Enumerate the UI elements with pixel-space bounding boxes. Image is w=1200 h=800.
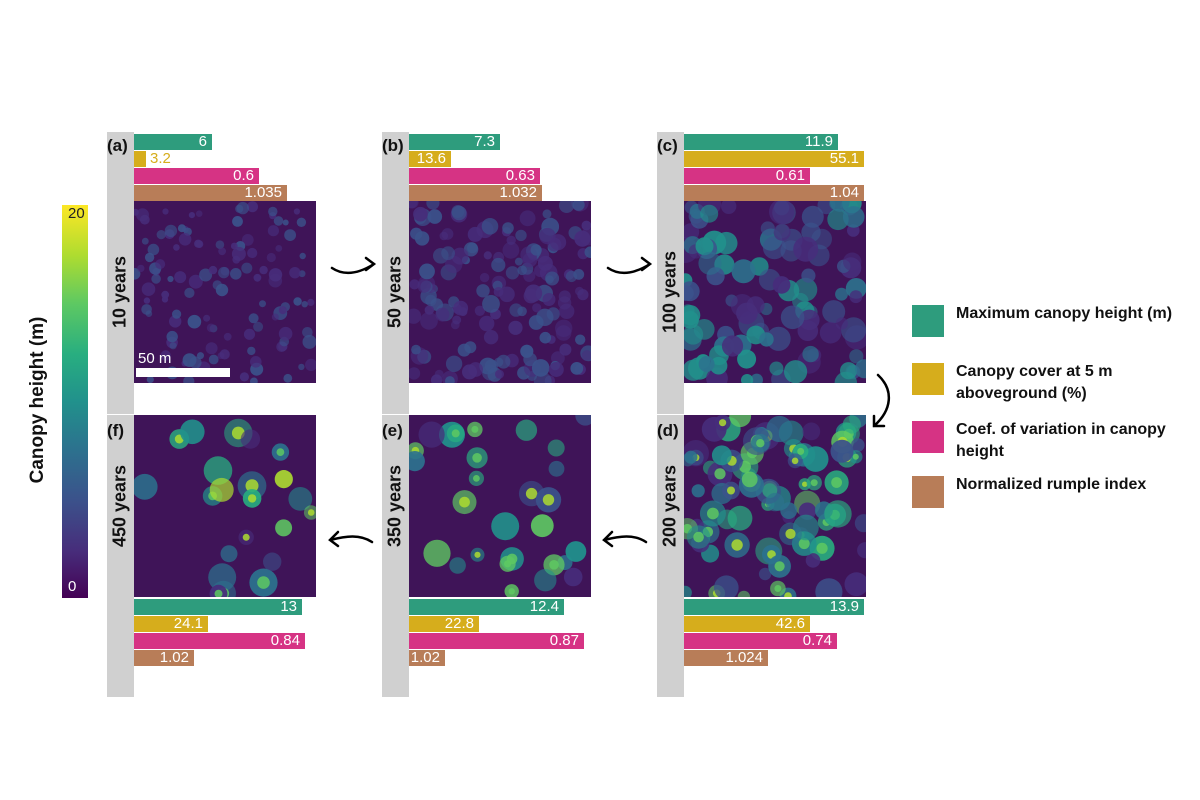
bar-max-height: 7.3 xyxy=(409,134,500,150)
bar-coef-variation: 0.74 xyxy=(684,633,837,649)
panel-d: (d) 200 years 13.9 42.6 0.74 1.024 xyxy=(657,415,869,697)
canopy-height-map xyxy=(134,415,316,597)
panel-years-label: 10 years xyxy=(109,255,130,329)
colorbar-title: Canopy height (m) xyxy=(27,316,48,484)
bar-canopy-cover: 24.1 xyxy=(134,616,208,632)
legend-swatch xyxy=(912,476,944,508)
bar-rumple-index: 1.02 xyxy=(409,650,445,666)
arrow-left-icon xyxy=(602,530,648,548)
panel-strip xyxy=(107,132,134,414)
panel-letter: (f) xyxy=(107,421,124,440)
arrow-right-icon xyxy=(330,256,377,275)
canopy-height-map xyxy=(684,201,866,383)
panel-years-label: 50 years xyxy=(384,255,405,329)
panel-letter: (a) xyxy=(107,136,128,155)
scale-bar-label: 50 m xyxy=(138,350,172,367)
canopy-height-map xyxy=(409,201,591,383)
canopy-height-map xyxy=(409,415,591,597)
legend-label: Normalized rumple index xyxy=(956,476,1147,493)
legend-swatch xyxy=(912,305,944,337)
arrow-right-icon xyxy=(606,256,653,275)
panel-years-label: 450 years xyxy=(109,464,130,548)
panel-years-label: 350 years xyxy=(384,464,405,548)
bar-rumple-index: 1.02 xyxy=(134,650,194,666)
bar-max-height: 13.9 xyxy=(684,599,864,615)
bar-canopy-cover: 42.6 xyxy=(684,616,810,632)
legend-label: Canopy cover at 5 m aboveground (%) xyxy=(956,363,1113,402)
panel-letter: (b) xyxy=(382,136,404,155)
legend-swatch xyxy=(912,421,944,453)
bar-coef-variation: 0.87 xyxy=(409,633,584,649)
panel-e: (e) 350 years 12.4 22.8 0.87 1.02 xyxy=(382,415,594,697)
scale-bar xyxy=(136,368,230,377)
colorbar-min-label: 0 xyxy=(68,578,77,595)
panel-strip xyxy=(382,132,409,414)
bar-coef-variation: 0.63 xyxy=(409,168,540,184)
arrow-left-icon xyxy=(328,530,374,548)
bar-max-height: 12.4 xyxy=(409,599,564,615)
bar-canopy-cover: 55.1 xyxy=(684,151,864,167)
legend-label: Maximum canopy height (m) xyxy=(956,305,1173,322)
legend-label: Coef. of variation in canopy height xyxy=(956,421,1166,460)
canopy-height-map xyxy=(684,415,866,597)
bar-canopy-cover: 3.2 xyxy=(134,151,194,167)
colorbar-max-label: 20 xyxy=(68,205,85,222)
bar-max-height: 11.9 xyxy=(684,134,838,150)
panel-a: (a) 10 years 6 3.2 0.6 1.035 50 m xyxy=(107,132,319,414)
panel-strip xyxy=(107,415,134,697)
bar-coef-variation: 0.6 xyxy=(134,168,259,184)
bar-rumple-index: 1.04 xyxy=(684,185,864,201)
canopy-height-colorbar xyxy=(62,205,88,598)
bar-rumple-index: 1.035 xyxy=(134,185,287,201)
panel-years-label: 100 years xyxy=(659,250,680,334)
panel-letter: (e) xyxy=(382,421,403,440)
panel-strip xyxy=(657,415,684,697)
panel-letter: (c) xyxy=(657,136,678,155)
bar-max-height: 6 xyxy=(134,134,212,150)
canopy-height-map: 50 m xyxy=(134,201,316,383)
legend-swatch xyxy=(912,363,944,395)
panel-f: (f) 450 years 13 24.1 0.84 1.02 xyxy=(107,415,319,697)
bar-canopy-cover: 22.8 xyxy=(409,616,479,632)
bar-max-height: 13 xyxy=(134,599,302,615)
panel-c: (c) 100 years 11.9 55.1 0.61 1.04 xyxy=(657,132,869,414)
panel-strip xyxy=(657,132,684,414)
panel-letter: (d) xyxy=(657,421,679,440)
panel-b: (b) 50 years 7.3 13.6 0.63 1.032 xyxy=(382,132,594,414)
bar-rumple-index: 1.032 xyxy=(409,185,542,201)
bar-coef-variation: 0.61 xyxy=(684,168,810,184)
bar-canopy-cover: 13.6 xyxy=(409,151,451,167)
arrow-down-icon xyxy=(872,373,891,428)
bar-coef-variation: 0.84 xyxy=(134,633,305,649)
bar-fill xyxy=(134,151,146,167)
panel-strip xyxy=(382,415,409,697)
bar-rumple-index: 1.024 xyxy=(684,650,768,666)
panel-years-label: 200 years xyxy=(659,464,680,548)
